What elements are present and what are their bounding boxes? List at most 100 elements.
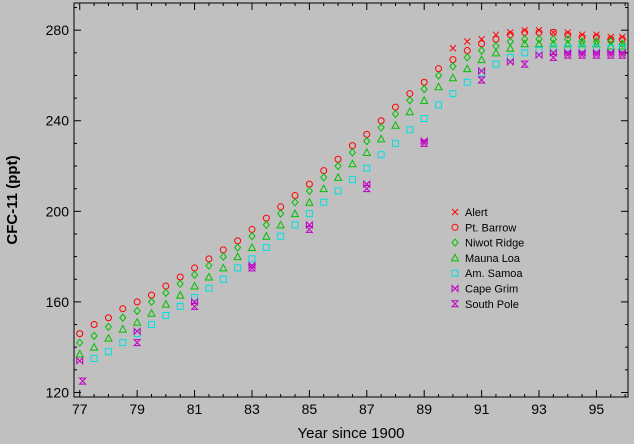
data-point <box>176 279 184 289</box>
data-point <box>233 252 242 261</box>
data-point <box>520 39 530 48</box>
data-point <box>75 349 85 358</box>
data-point <box>477 55 486 64</box>
data-point <box>618 51 627 59</box>
data-point <box>76 338 84 347</box>
data-point <box>535 34 543 44</box>
data-point <box>262 220 270 230</box>
data-point <box>119 313 127 323</box>
data-point <box>492 35 500 43</box>
data-point <box>248 231 256 241</box>
data-point <box>305 210 313 218</box>
data-point <box>534 39 544 48</box>
data-point <box>305 220 313 230</box>
data-point <box>219 252 227 261</box>
legend-label: Mauna Loa <box>465 253 521 265</box>
data-point <box>148 321 156 329</box>
data-point <box>133 298 141 306</box>
legend-marker <box>451 238 459 247</box>
x-tick-label: 93 <box>531 401 547 417</box>
data-point <box>377 123 385 132</box>
legend: Alert Pt. Barrow Niwot Ridge Mauna Loa Am. S… <box>447 203 547 315</box>
data-point <box>277 209 285 218</box>
data-point <box>219 275 227 283</box>
data-point <box>261 231 271 240</box>
data-point <box>606 51 615 59</box>
data-point <box>277 203 285 211</box>
data-point <box>305 180 313 188</box>
data-point <box>578 31 586 39</box>
data-point <box>291 197 299 207</box>
data-point <box>448 73 458 82</box>
data-point <box>334 161 342 171</box>
data-point <box>76 330 84 338</box>
data-point <box>290 209 300 218</box>
data-point <box>262 244 270 252</box>
data-point <box>348 159 357 168</box>
data-point <box>549 53 558 61</box>
data-point <box>592 51 601 59</box>
data-point <box>434 71 443 80</box>
data-point <box>176 273 184 281</box>
data-point <box>104 322 113 332</box>
data-point <box>618 39 626 49</box>
data-point <box>319 184 329 193</box>
data-point <box>305 186 314 196</box>
data-point <box>521 26 529 34</box>
data-point <box>148 291 156 299</box>
data-point <box>449 44 457 52</box>
legend-marker <box>450 300 460 308</box>
data-point <box>376 134 386 143</box>
data-point <box>434 82 443 91</box>
data-point <box>521 49 529 57</box>
data-point <box>247 264 257 272</box>
data-point <box>90 355 98 363</box>
data-point <box>391 120 400 129</box>
data-point <box>463 78 471 86</box>
data-point <box>305 197 314 206</box>
legend-label: Cape Grim <box>465 284 518 296</box>
data-point <box>419 95 429 104</box>
data-point <box>406 96 414 105</box>
x-tick-label: 91 <box>474 401 490 417</box>
data-point <box>506 57 514 67</box>
legend-box <box>447 203 547 315</box>
data-point <box>477 76 486 84</box>
data-point <box>362 185 371 193</box>
data-point <box>175 290 185 299</box>
data-point <box>147 297 156 307</box>
data-point <box>564 34 572 44</box>
data-point <box>248 225 256 233</box>
data-point <box>420 78 428 86</box>
data-point <box>291 191 299 199</box>
data-point <box>219 246 227 254</box>
data-point <box>463 38 471 45</box>
legend-label: Am. Samoa <box>465 268 523 280</box>
data-point <box>477 46 486 55</box>
data-point <box>204 272 214 281</box>
data-point <box>535 50 543 60</box>
data-point <box>233 243 242 252</box>
x-tick-label: 89 <box>416 401 432 417</box>
data-point <box>419 139 429 147</box>
data-point <box>190 270 199 279</box>
data-point <box>320 167 328 175</box>
y-tick-label: 280 <box>46 22 70 38</box>
legend-label: Pt. Barrow <box>465 222 516 234</box>
data-point <box>592 39 601 48</box>
data-point <box>435 101 443 109</box>
data-point <box>90 331 98 341</box>
data-point <box>491 48 501 57</box>
data-point <box>162 288 170 298</box>
data-point <box>535 26 543 34</box>
data-point <box>190 302 199 310</box>
y-tick-label: 240 <box>46 113 70 129</box>
y-axis-title: CFC-11 (ppt) <box>4 155 21 244</box>
y-tick-label: 120 <box>46 384 70 400</box>
data-point <box>320 173 328 182</box>
data-point <box>492 60 500 68</box>
legend-label: Alert <box>465 207 488 219</box>
data-point <box>449 62 457 71</box>
x-tick-label: 81 <box>187 401 203 417</box>
